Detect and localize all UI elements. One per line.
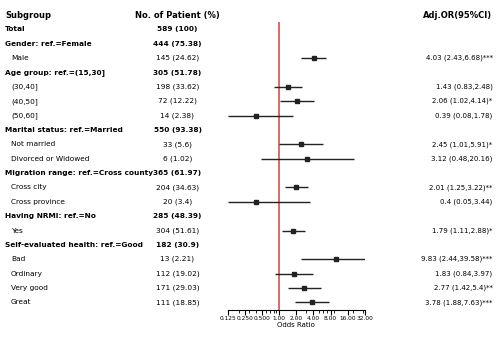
Text: 444 (75.38): 444 (75.38) bbox=[153, 41, 202, 47]
Text: Great: Great bbox=[11, 299, 32, 305]
Text: Adj.OR(95%CI): Adj.OR(95%CI) bbox=[424, 11, 492, 20]
Text: Yes: Yes bbox=[11, 227, 23, 234]
Text: 2.06 (1.02,4.14)*: 2.06 (1.02,4.14)* bbox=[432, 98, 492, 105]
Text: 2.77 (1.42,5.4)**: 2.77 (1.42,5.4)** bbox=[434, 285, 492, 291]
Text: Cross city: Cross city bbox=[11, 184, 47, 190]
Text: 145 (24.62): 145 (24.62) bbox=[156, 55, 199, 62]
Text: (30,40]: (30,40] bbox=[11, 83, 38, 90]
Text: Marital status: ref.=Married: Marital status: ref.=Married bbox=[5, 127, 123, 133]
Text: 1.79 (1.11,2.88)*: 1.79 (1.11,2.88)* bbox=[432, 227, 492, 234]
Text: 171 (29.03): 171 (29.03) bbox=[156, 285, 200, 291]
Text: Subgroup: Subgroup bbox=[5, 11, 51, 20]
Text: Having NRMI: ref.=No: Having NRMI: ref.=No bbox=[5, 213, 96, 219]
Text: Male: Male bbox=[11, 55, 28, 61]
Text: Total: Total bbox=[5, 26, 25, 32]
Text: (50,60]: (50,60] bbox=[11, 112, 38, 119]
Text: 72 (12.22): 72 (12.22) bbox=[158, 98, 197, 105]
Text: 550 (93.38): 550 (93.38) bbox=[154, 127, 202, 133]
Text: 14 (2.38): 14 (2.38) bbox=[160, 112, 194, 119]
Text: 304 (51.61): 304 (51.61) bbox=[156, 227, 199, 234]
Text: No. of Patient (%): No. of Patient (%) bbox=[135, 11, 220, 20]
Text: 6 (1.02): 6 (1.02) bbox=[163, 155, 192, 162]
Text: 1.43 (0.83,2.48): 1.43 (0.83,2.48) bbox=[436, 83, 492, 90]
Text: Migration range: ref.=Cross county: Migration range: ref.=Cross county bbox=[5, 170, 153, 176]
Text: (40,50]: (40,50] bbox=[11, 98, 38, 105]
Text: 2.45 (1.01,5.91)*: 2.45 (1.01,5.91)* bbox=[432, 141, 492, 148]
Text: Ordinary: Ordinary bbox=[11, 271, 43, 277]
Text: 182 (30.9): 182 (30.9) bbox=[156, 242, 199, 248]
Text: Gender: ref.=Female: Gender: ref.=Female bbox=[5, 41, 92, 47]
Text: 112 (19.02): 112 (19.02) bbox=[156, 270, 200, 277]
Text: Cross province: Cross province bbox=[11, 199, 65, 205]
Text: 33 (5.6): 33 (5.6) bbox=[163, 141, 192, 148]
Text: 285 (48.39): 285 (48.39) bbox=[154, 213, 202, 219]
Text: 3.78 (1.88,7.63)***: 3.78 (1.88,7.63)*** bbox=[425, 299, 492, 306]
Text: 198 (33.62): 198 (33.62) bbox=[156, 83, 199, 90]
Text: Not married: Not married bbox=[11, 141, 55, 147]
Text: 20 (3.4): 20 (3.4) bbox=[163, 198, 192, 205]
Text: Divorced or Widowed: Divorced or Widowed bbox=[11, 156, 90, 162]
Text: Bad: Bad bbox=[11, 256, 25, 262]
Text: 0.39 (0.08,1.78): 0.39 (0.08,1.78) bbox=[435, 112, 492, 119]
Text: 3.12 (0.48,20.16): 3.12 (0.48,20.16) bbox=[431, 155, 492, 162]
Text: 305 (51.78): 305 (51.78) bbox=[154, 69, 202, 76]
Text: 13 (2.21): 13 (2.21) bbox=[160, 256, 194, 263]
Text: 111 (18.85): 111 (18.85) bbox=[156, 299, 200, 306]
Text: 2.01 (1.25,3.22)**: 2.01 (1.25,3.22)** bbox=[429, 184, 492, 191]
Text: 0.4 (0.05,3.44): 0.4 (0.05,3.44) bbox=[440, 198, 492, 205]
Text: 589 (100): 589 (100) bbox=[158, 26, 198, 32]
Text: 1.83 (0.84,3.97): 1.83 (0.84,3.97) bbox=[436, 270, 492, 277]
Text: 204 (34.63): 204 (34.63) bbox=[156, 184, 199, 191]
Text: 4.03 (2.43,6.68)***: 4.03 (2.43,6.68)*** bbox=[426, 55, 492, 62]
Text: Very good: Very good bbox=[11, 285, 48, 291]
Text: 9.83 (2.44,39.58)***: 9.83 (2.44,39.58)*** bbox=[421, 256, 492, 263]
X-axis label: Odds Ratio: Odds Ratio bbox=[278, 322, 315, 328]
Text: Age group: ref.=(15,30]: Age group: ref.=(15,30] bbox=[5, 69, 105, 76]
Text: Self-evaluated health: ref.=Good: Self-evaluated health: ref.=Good bbox=[5, 242, 143, 248]
Text: 365 (61.97): 365 (61.97) bbox=[154, 170, 202, 176]
